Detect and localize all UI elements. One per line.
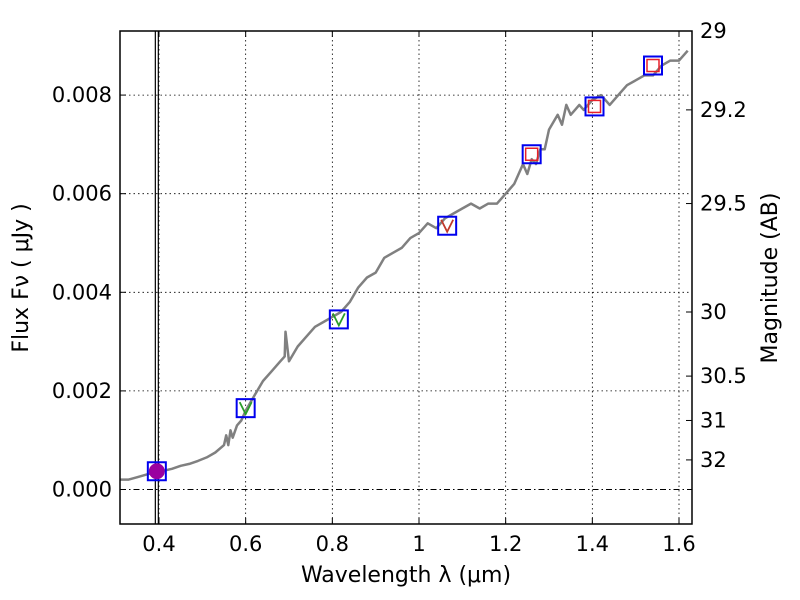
plot-frame: [119, 30, 693, 525]
observed-upper-limit: [332, 313, 346, 328]
magnitude-tick-label: 30.5: [700, 364, 747, 388]
y-axis-label: Flux Fν ( μJy ): [9, 203, 34, 352]
model-photometry-square: [328, 309, 349, 330]
x-tick-label: 1: [412, 532, 425, 556]
photometry-points: [146, 55, 663, 482]
y-tick-label: 0.008: [52, 83, 112, 107]
y-tick-label: 0.006: [52, 182, 112, 206]
observed-flux-point: [587, 99, 602, 114]
y-tick-label: 0.002: [52, 379, 112, 403]
model-photometry-square: [643, 55, 663, 76]
x-tick-label: 0.8: [316, 532, 349, 556]
observed-flux-point: [148, 463, 165, 480]
magnitude-axis-ticks: 29 29.2 29.5 30 30.5 31 32: [686, 19, 747, 472]
model-photometry-square: [584, 96, 605, 117]
x-tick-label: 0.6: [229, 532, 262, 556]
magnitude-tick-label: 32: [700, 448, 727, 472]
model-photometry-square: [521, 144, 542, 165]
x-tick-label: 1.4: [576, 532, 609, 556]
wavelength-marker-line: [154, 31, 159, 524]
magnitude-tick-label: 29.5: [700, 192, 747, 216]
y-axis-ticks: 0.000 0.002 0.004 0.006 0.008: [52, 83, 126, 501]
x-tick-label: 0.4: [142, 532, 175, 556]
y-tick-label: 0.000: [52, 477, 112, 501]
observed-upper-limit: [238, 401, 253, 417]
magnitude-tick-label: 29: [700, 19, 727, 43]
observed-flux-point: [524, 147, 539, 161]
observed-flux-point: [646, 58, 660, 73]
x-tick-label: 1.6: [662, 532, 695, 556]
observed-upper-limit: [440, 219, 454, 234]
model-photometry-square: [146, 461, 167, 482]
model-photometry-square: [437, 215, 458, 236]
x-axis-label: Wavelength λ (μm): [301, 563, 511, 588]
magnitude-axis-label: Magnitude (AB): [758, 193, 783, 364]
spectrum-line: [120, 49, 689, 481]
model-photometry-square: [235, 398, 256, 419]
grid-lines: [120, 31, 692, 524]
magnitude-tick-label: 31: [700, 408, 727, 432]
x-axis-ticks: 0.4 0.6 0.8 1 1.2 1.4 1.6: [142, 31, 696, 556]
x-tick-label: 1.2: [489, 532, 522, 556]
y-tick-label: 0.004: [52, 280, 112, 304]
spectrum-series: [120, 49, 689, 481]
magnitude-tick-label: 30: [700, 300, 727, 324]
magnitude-tick-label: 29.2: [700, 98, 747, 122]
